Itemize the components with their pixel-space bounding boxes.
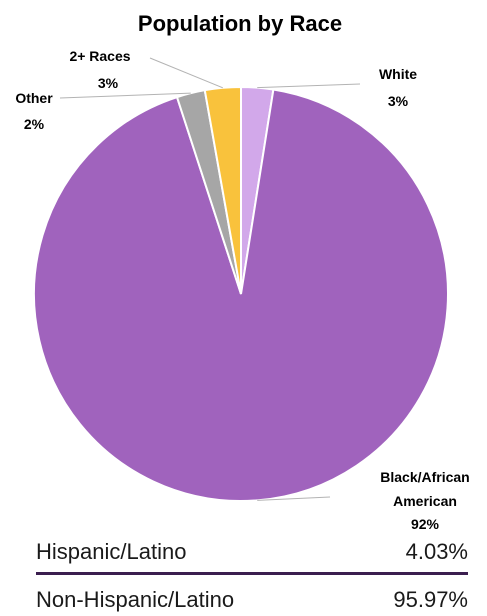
slice-label-two-plus-name: 2+ Races <box>69 48 130 64</box>
slice-label-other-name: Other <box>15 90 53 106</box>
chart-title: Population by Race <box>138 11 342 36</box>
leader-line-other <box>59 92 191 99</box>
stat-row-hispanic: Hispanic/Latino 4.03% <box>36 536 468 568</box>
stat-value: 95.97% <box>393 587 468 612</box>
slice-label-black-name-line1: Black/African <box>380 469 469 485</box>
stat-divider <box>36 572 468 575</box>
stat-label: Non-Hispanic/Latino <box>36 587 235 612</box>
leader-line-black-african-american <box>257 496 331 501</box>
leader-line-white <box>257 83 361 89</box>
stat-row-non-hispanic: Non-Hispanic/Latino 95.97% <box>36 584 468 616</box>
leader-line-2-races <box>149 57 223 89</box>
slice-label-black-value: 92% <box>411 516 440 530</box>
stat-value: 4.03% <box>405 539 468 564</box>
pie-slice-black-african-american <box>33 88 449 502</box>
stat-label: Hispanic/Latino <box>36 539 187 564</box>
slice-label-other-value: 2% <box>24 116 45 132</box>
pie-chart: Population by Race White 3% 2+ Races 3% … <box>15 11 469 530</box>
pie-slices <box>33 85 449 502</box>
slice-label-white-name: White <box>379 66 417 82</box>
pie-slice-2-races <box>203 85 242 295</box>
ethnicity-stats: Hispanic/Latino 4.03% Non-Hispanic/Latin… <box>36 536 468 616</box>
slice-label-two-plus-value: 3% <box>98 75 119 91</box>
slice-label-black-name-line2: American <box>393 493 457 509</box>
slice-label-white-value: 3% <box>388 93 409 109</box>
leader-lines <box>59 57 361 501</box>
